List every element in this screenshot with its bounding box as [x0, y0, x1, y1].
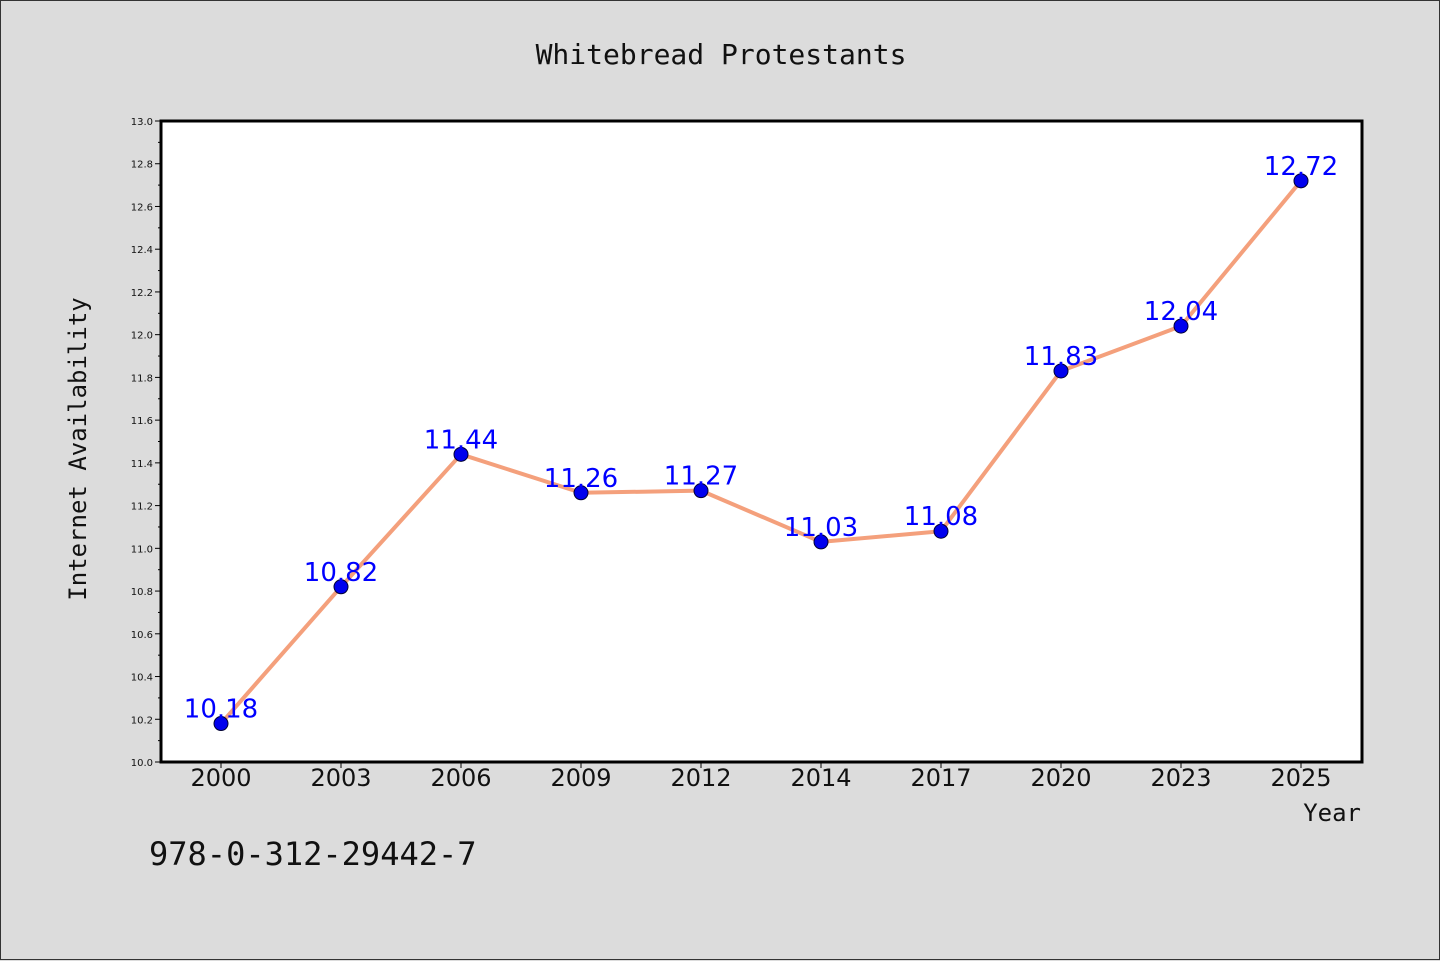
y-axis-label: Internet Availability [64, 297, 92, 600]
y-tick-label: 10.6 [131, 630, 153, 641]
data-label: 12.72 [1264, 152, 1338, 182]
data-label: 11.03 [784, 513, 858, 543]
y-tick-label: 12.0 [131, 331, 153, 342]
y-tick-label: 11.4 [131, 459, 153, 470]
data-point [813, 534, 829, 550]
x-axis-label: Year [1303, 799, 1361, 827]
y-tick-label: 13.0 [131, 117, 153, 128]
y-tick-label: 11.8 [131, 373, 153, 384]
y-tick-label: 10.0 [131, 758, 153, 769]
y-axis-tick-labels: 10.0 10.2 10.4 10.6 10.8 11.0 11.2 11.4 11.6 11.8… [131, 117, 153, 769]
data-point [573, 485, 589, 501]
data-point [1053, 363, 1069, 379]
data-point [933, 523, 949, 539]
data-point [1293, 173, 1309, 189]
data-label: 11.26 [544, 464, 618, 494]
y-tick-label: 11.6 [131, 416, 153, 427]
y-tick-label: 12.4 [131, 245, 153, 256]
data-point [453, 446, 469, 462]
data-labels: 10.18 10.82 11.44 11.26 11.27 11.03 11.08 11.83… [184, 152, 1338, 725]
y-tick-label: 10.8 [131, 587, 153, 598]
plot-area [161, 121, 1362, 762]
data-label: 10.18 [184, 695, 258, 725]
x-tick-label: 2009 [550, 764, 611, 792]
data-point [333, 579, 349, 595]
x-tick-label: 2003 [310, 764, 371, 792]
data-label: 11.27 [664, 462, 738, 492]
y-tick-label: 10.2 [131, 715, 153, 726]
series-line [219, 179, 1303, 725]
data-label: 12.04 [1144, 297, 1218, 327]
x-axis-tick-labels: 2000 2003 2006 2009 2012 2014 2017 2020 2023 2025 [190, 764, 1331, 792]
data-label: 10.82 [304, 558, 378, 588]
data-point [693, 483, 709, 499]
y-tick-label: 12.2 [131, 288, 153, 299]
x-tick-label: 2025 [1270, 764, 1331, 792]
data-label: 11.44 [424, 425, 498, 455]
x-tick-label: 2000 [190, 764, 251, 792]
x-tick-label: 2020 [1030, 764, 1091, 792]
data-point [213, 716, 229, 732]
data-label: 11.83 [1024, 342, 1098, 372]
x-tick-label: 2023 [1150, 764, 1211, 792]
x-tick-label: 2017 [910, 764, 971, 792]
data-markers [213, 173, 1309, 732]
plot-border [159, 119, 1364, 764]
footnote-isbn: 978-0-312-29442-7 [149, 835, 477, 873]
y-tick-label: 12.6 [131, 202, 153, 213]
data-label: 11.08 [904, 502, 978, 532]
x-tick-label: 2014 [790, 764, 851, 792]
y-tick-label: 11.0 [131, 544, 153, 555]
data-point [1173, 318, 1189, 334]
y-tick-label: 12.8 [131, 160, 153, 171]
chart-title: Whitebread Protestants [536, 38, 907, 71]
x-tick-label: 2006 [430, 764, 491, 792]
x-tick-label: 2012 [670, 764, 731, 792]
y-tick-label: 10.4 [131, 673, 153, 684]
y-tick-label: 11.2 [131, 502, 153, 513]
